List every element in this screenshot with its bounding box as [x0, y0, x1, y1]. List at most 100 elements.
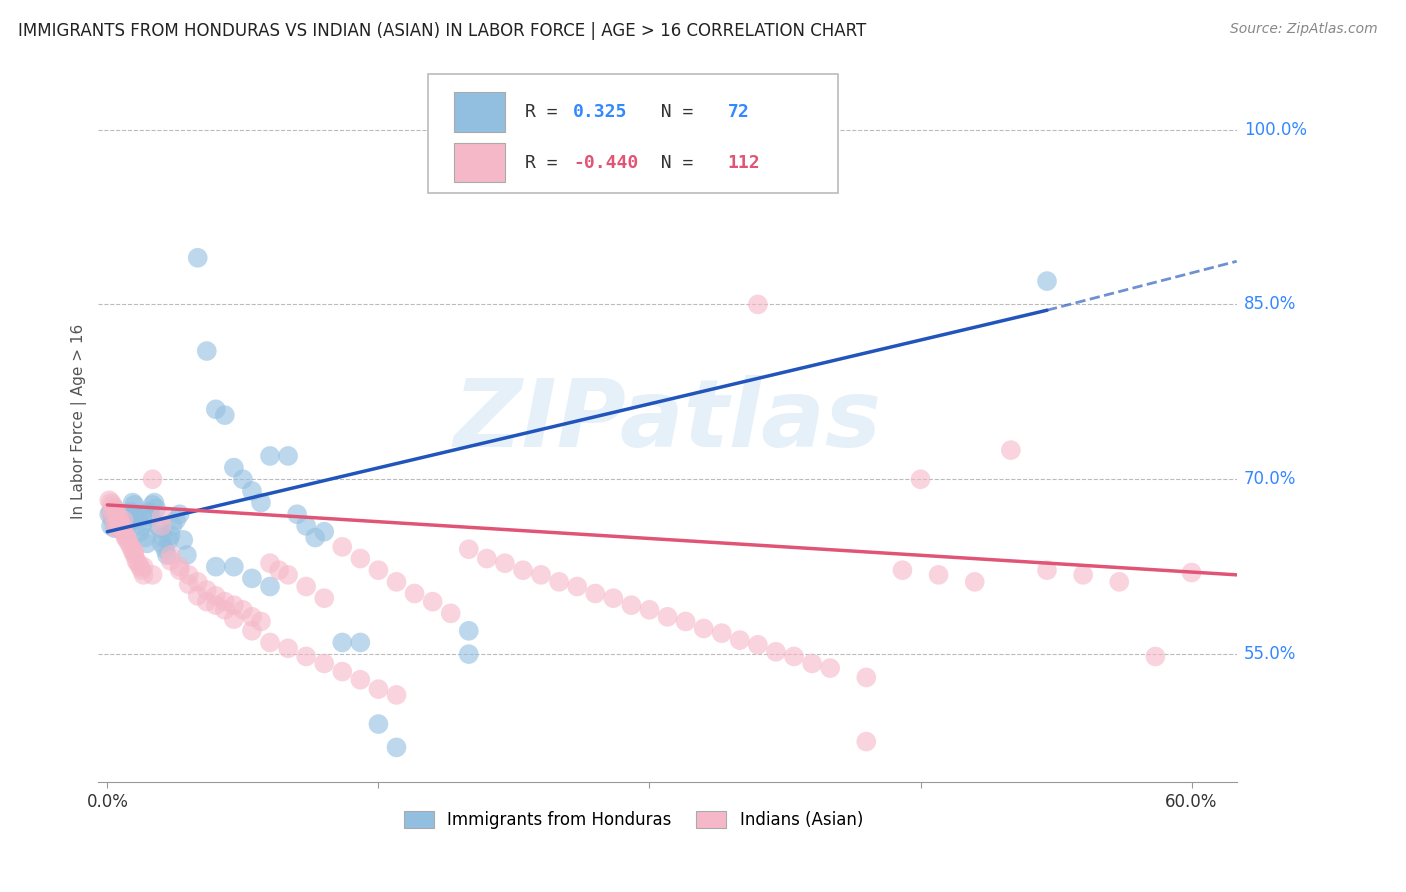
Text: 55.0%: 55.0% — [1244, 645, 1296, 663]
Point — [121, 495, 143, 509]
Point — [150, 509, 173, 524]
Point — [548, 574, 571, 589]
Point — [120, 540, 142, 554]
Point — [620, 598, 643, 612]
Point — [747, 297, 769, 311]
Point — [143, 495, 166, 509]
Point — [112, 513, 135, 527]
Point — [1000, 443, 1022, 458]
Point — [818, 661, 841, 675]
Point — [111, 507, 134, 521]
Point — [530, 567, 553, 582]
Point — [512, 563, 534, 577]
Point — [250, 495, 273, 509]
Y-axis label: In Labor Force | Age > 16: In Labor Force | Age > 16 — [72, 324, 87, 518]
Point — [457, 647, 479, 661]
Point — [100, 519, 122, 533]
Point — [142, 472, 165, 486]
FancyBboxPatch shape — [454, 143, 505, 183]
Point — [259, 580, 281, 594]
Point — [240, 624, 263, 638]
Point — [155, 542, 177, 557]
Point — [314, 524, 336, 539]
Point — [222, 598, 245, 612]
Text: 100.0%: 100.0% — [1244, 120, 1308, 138]
Point — [172, 533, 194, 547]
Point — [136, 536, 159, 550]
Point — [910, 472, 932, 486]
Point — [349, 551, 371, 566]
Text: 85.0%: 85.0% — [1244, 295, 1296, 313]
Point — [139, 509, 162, 524]
Point — [124, 498, 146, 512]
Text: N =: N = — [640, 103, 716, 121]
Point — [422, 595, 444, 609]
Point — [710, 626, 733, 640]
Point — [457, 542, 479, 557]
Point — [150, 536, 173, 550]
Point — [295, 649, 318, 664]
Point — [105, 513, 128, 527]
Point — [98, 493, 121, 508]
Point — [100, 495, 122, 509]
Point — [1180, 566, 1202, 580]
Point — [204, 589, 226, 603]
Point — [657, 117, 679, 131]
Point — [330, 540, 353, 554]
Point — [222, 460, 245, 475]
Point — [187, 251, 209, 265]
Point — [112, 524, 135, 539]
Legend: Immigrants from Honduras, Indians (Asian): Immigrants from Honduras, Indians (Asian… — [396, 804, 870, 836]
Point — [204, 559, 226, 574]
Point — [100, 505, 122, 519]
Point — [98, 507, 121, 521]
Point — [134, 531, 156, 545]
Point — [855, 734, 877, 748]
Point — [475, 551, 498, 566]
Point — [101, 505, 124, 519]
Point — [111, 519, 134, 533]
Point — [583, 586, 606, 600]
Point — [259, 635, 281, 649]
Point — [108, 521, 131, 535]
Point — [120, 505, 142, 519]
Point — [127, 556, 149, 570]
Point — [117, 533, 139, 547]
Point — [145, 501, 167, 516]
Point — [367, 563, 389, 577]
Point — [187, 589, 209, 603]
Point — [1036, 274, 1059, 288]
Point — [222, 559, 245, 574]
Point — [169, 563, 191, 577]
Point — [101, 498, 124, 512]
Point — [404, 586, 426, 600]
Point — [349, 635, 371, 649]
Point — [259, 556, 281, 570]
Point — [107, 513, 129, 527]
Point — [131, 519, 153, 533]
Point — [214, 595, 236, 609]
Point — [267, 563, 290, 577]
Point — [277, 449, 299, 463]
Point — [195, 595, 218, 609]
Text: 0.325: 0.325 — [574, 103, 627, 121]
Point — [114, 531, 136, 545]
Point — [159, 548, 181, 562]
Point — [385, 574, 408, 589]
Point — [157, 533, 180, 547]
Point — [129, 524, 152, 539]
Point — [765, 645, 787, 659]
Point — [638, 603, 661, 617]
Point — [285, 507, 308, 521]
Point — [240, 483, 263, 498]
Point — [214, 603, 236, 617]
Point — [124, 548, 146, 562]
Point — [385, 740, 408, 755]
Point — [349, 673, 371, 687]
Point — [117, 509, 139, 524]
Point — [728, 633, 751, 648]
Point — [1071, 567, 1094, 582]
Point — [195, 344, 218, 359]
Point — [105, 505, 128, 519]
Point — [138, 505, 160, 519]
